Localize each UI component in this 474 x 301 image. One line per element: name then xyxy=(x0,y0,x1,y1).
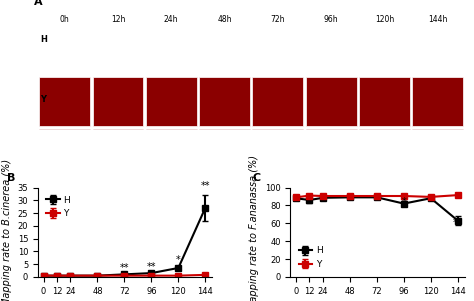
Legend: H, Y: H, Y xyxy=(295,243,326,272)
Text: 96h: 96h xyxy=(324,15,338,24)
Text: 120h: 120h xyxy=(375,15,394,24)
Text: **: ** xyxy=(201,181,210,191)
Text: A: A xyxy=(34,0,42,7)
Text: H: H xyxy=(40,35,47,44)
Text: 144h: 144h xyxy=(428,15,447,24)
Bar xyxy=(39,129,90,177)
Bar xyxy=(412,129,463,177)
Text: 48h: 48h xyxy=(217,15,232,24)
Legend: H, Y: H, Y xyxy=(43,192,73,222)
Bar xyxy=(39,77,90,126)
Bar xyxy=(306,129,356,177)
Bar xyxy=(92,77,143,126)
Text: B: B xyxy=(7,173,15,183)
Text: 24h: 24h xyxy=(164,15,179,24)
Text: **: ** xyxy=(119,263,129,273)
Text: *: * xyxy=(401,197,406,207)
Text: C: C xyxy=(252,173,260,183)
Y-axis label: Mapping rate to B.cinerea (%): Mapping rate to B.cinerea (%) xyxy=(2,159,12,301)
Bar xyxy=(199,77,250,126)
Text: 0h: 0h xyxy=(60,15,70,24)
Bar xyxy=(359,77,410,126)
Text: 72h: 72h xyxy=(271,15,285,24)
Text: *: * xyxy=(176,256,181,265)
Text: **: ** xyxy=(453,218,463,228)
Bar xyxy=(199,129,250,177)
Bar xyxy=(412,77,463,126)
Bar xyxy=(146,77,197,126)
Bar xyxy=(306,77,356,126)
Y-axis label: Mapping rate to F.ananassa (%): Mapping rate to F.ananassa (%) xyxy=(249,155,259,301)
Bar xyxy=(253,77,303,126)
Text: **: ** xyxy=(146,262,156,272)
Bar xyxy=(359,129,410,177)
Bar xyxy=(92,129,143,177)
Text: Y: Y xyxy=(40,95,46,104)
Bar xyxy=(253,129,303,177)
Bar xyxy=(146,129,197,177)
Text: 12h: 12h xyxy=(111,15,125,24)
